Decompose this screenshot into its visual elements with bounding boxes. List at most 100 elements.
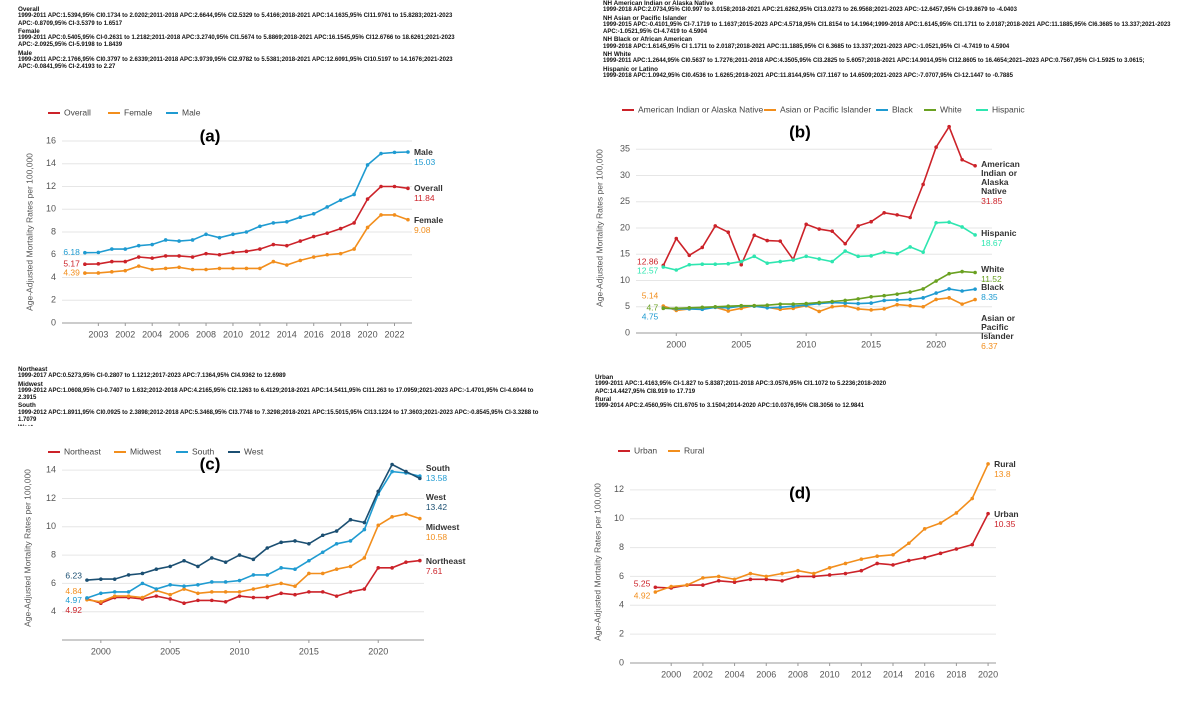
data-point: [154, 594, 159, 598]
data-point: [110, 247, 114, 251]
data-point: [307, 571, 311, 576]
data-point: [362, 527, 367, 532]
data-point: [732, 577, 737, 582]
data-point: [307, 590, 311, 594]
end-series-name: Black: [981, 283, 1004, 293]
data-point: [934, 291, 938, 295]
legend-label: Hispanic: [992, 104, 1025, 114]
data-point: [168, 583, 172, 587]
data-point: [830, 304, 834, 309]
y-tick-label: 12: [614, 484, 624, 494]
data-point: [258, 224, 262, 229]
data-point: [237, 553, 242, 557]
data-point: [379, 151, 383, 156]
end-series-name: White: [981, 264, 1005, 274]
data-point: [796, 568, 800, 573]
data-point: [817, 300, 821, 305]
y-tick-label: 30: [620, 170, 630, 180]
end-series-name: Female: [413, 215, 444, 225]
data-point: [895, 302, 899, 307]
data-point: [96, 271, 101, 275]
data-point: [653, 585, 658, 590]
panel-label: (b): [789, 122, 811, 141]
data-point: [713, 262, 718, 267]
data-point: [298, 239, 303, 243]
data-point: [875, 561, 879, 566]
data-point: [325, 231, 329, 235]
data-point: [859, 557, 864, 561]
end-value-label: 8.35: [981, 292, 998, 303]
data-point: [700, 305, 705, 310]
data-point: [209, 590, 214, 594]
end-series-name: Asian or Pacific Islander: [981, 313, 1016, 341]
data-point: [882, 307, 886, 311]
data-point: [856, 224, 860, 228]
x-tick-label: 2004: [142, 329, 162, 339]
note-heading: NH Asian or Pacific Islander: [603, 14, 687, 22]
x-tick-label: 2006: [169, 329, 189, 339]
note-heading: Midwest: [18, 380, 43, 388]
data-point: [320, 533, 325, 538]
data-point: [196, 583, 200, 587]
data-point: [140, 595, 145, 600]
y-tick-label: 14: [46, 465, 56, 475]
data-point: [338, 198, 343, 202]
x-tick-label: 2022: [384, 329, 404, 339]
data-point: [947, 220, 951, 225]
x-tick-label: 2005: [731, 339, 751, 349]
data-point: [311, 212, 316, 216]
data-point: [843, 301, 847, 305]
data-point: [716, 574, 721, 579]
data-point: [765, 261, 770, 265]
data-point: [244, 266, 249, 271]
data-point: [265, 584, 270, 589]
data-point: [140, 581, 145, 586]
data-point: [110, 270, 114, 274]
y-tick-label: 4: [619, 600, 624, 610]
data-point: [298, 215, 303, 220]
data-point: [869, 308, 873, 312]
note-heading: Northeast: [18, 366, 48, 373]
y-tick-label: 10: [46, 521, 56, 531]
data-point: [265, 546, 270, 550]
y-axis-label: Age-Adjusted Mortality Rates per 100,000: [24, 153, 34, 311]
data-point: [843, 303, 847, 308]
data-point: [882, 210, 886, 215]
data-point: [348, 564, 353, 569]
data-point: [830, 299, 834, 304]
y-tick-label: 10: [46, 204, 56, 214]
data-point: [661, 265, 666, 269]
note-text: 1999-2011 APC:1.5394,95% CI0.1734 to 2.0…: [18, 13, 453, 27]
note-heading: South: [18, 402, 36, 410]
data-point: [960, 269, 964, 274]
x-tick-label: 2002: [115, 329, 135, 339]
data-point: [231, 250, 235, 255]
start-value-label: 4.92: [634, 590, 651, 600]
start-value-label: 4.75: [642, 311, 659, 321]
data-point: [960, 157, 964, 162]
data-point: [804, 222, 809, 227]
data-point: [123, 268, 128, 273]
data-point: [418, 558, 422, 563]
data-point: [376, 566, 381, 570]
data-point: [271, 242, 276, 247]
start-value-label: 4.84: [65, 586, 82, 596]
data-point: [882, 293, 886, 298]
end-value-label: 9.08: [413, 224, 431, 235]
data-point: [685, 583, 689, 587]
data-point: [908, 297, 912, 302]
data-point: [817, 227, 821, 231]
data-point: [934, 297, 938, 302]
y-axis-label: Age-Adjusted Mortality Rates per 100,000: [594, 149, 604, 307]
data-point: [362, 556, 367, 560]
x-tick-label: 2010: [820, 669, 840, 679]
data-point: [352, 221, 356, 225]
start-value-label: 5.14: [642, 290, 659, 300]
note-heading: Hispanic or Latino: [603, 65, 658, 73]
data-point: [830, 229, 834, 233]
data-point: [882, 250, 886, 254]
